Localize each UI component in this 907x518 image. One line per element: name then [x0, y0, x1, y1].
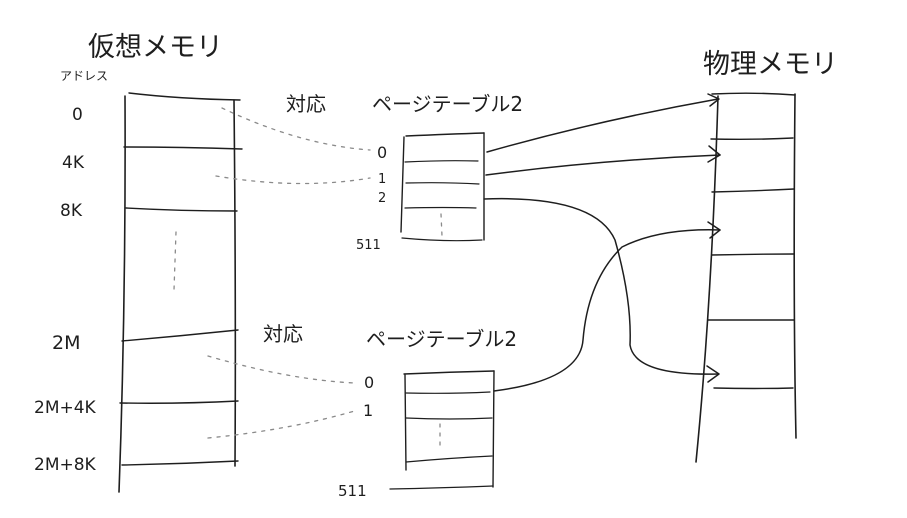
physical-memory-column: [695, 92, 797, 463]
table2-row-2: [405, 455, 493, 463]
table2-right: [492, 370, 495, 488]
link-page0-to-table1-entry0: [221, 107, 371, 151]
frame-line: [710, 137, 794, 141]
address-label: 2M+8K: [34, 455, 97, 475]
arrowhead: [707, 221, 721, 239]
address-label: 2M: [52, 332, 80, 354]
virtual-right-border: [233, 99, 237, 467]
arrowhead: [706, 365, 720, 383]
page-line-2m8k: [121, 460, 239, 466]
address-label: 8K: [60, 201, 83, 221]
correspondence-label-1: 対応: [286, 92, 326, 116]
table1-row-0: [404, 160, 479, 163]
correspondence-label-2: 対応: [263, 322, 303, 346]
table2-bottom: [389, 485, 494, 490]
page-line-0: [128, 92, 241, 101]
page-line-4k: [123, 146, 243, 150]
table1-row-1: [405, 182, 480, 185]
table2-left: [404, 374, 407, 471]
arrow-entry2-to-frame: [483, 197, 719, 375]
physical-memory-title: 物理メモリ: [703, 49, 838, 80]
arrowhead: [707, 93, 720, 107]
page-table-2-title: ページテーブル2: [366, 327, 517, 351]
table1-ellipsis: [440, 213, 443, 237]
table2-top: [403, 370, 495, 375]
address-label: 2M+4K: [34, 398, 97, 418]
table1-left: [400, 136, 405, 233]
frame-line: [711, 253, 795, 256]
frame-line: [711, 92, 796, 96]
arrowhead: [707, 145, 721, 163]
arrow-table2-entry0-to-frame: [493, 229, 721, 392]
table1-index: 1: [378, 172, 386, 187]
table2-index: 0: [364, 373, 374, 392]
address-label: 0: [72, 105, 83, 125]
correspondence-links: [207, 107, 371, 439]
virtual-left-border: [118, 95, 126, 493]
page-line-8k: [125, 207, 238, 212]
virtual-memory-column: [118, 92, 243, 493]
page-table-1: [400, 132, 485, 242]
link-page1-to-table1-entry1: [215, 175, 371, 185]
table1-index: 2: [378, 191, 386, 206]
table2-index: 1: [363, 401, 373, 420]
address-label: 4K: [62, 153, 85, 173]
link-page2m4k-to-table2-entry1: [207, 409, 359, 439]
address-header: アドレス: [60, 69, 108, 83]
table1-row-2: [404, 206, 477, 209]
table1-index: 511: [356, 238, 381, 253]
table1-top: [405, 132, 485, 137]
table1-index: 0: [377, 143, 387, 162]
mapping-arrows: [483, 93, 721, 392]
link-page2m-to-table2-entry0: [207, 355, 356, 384]
frame-line: [713, 387, 794, 390]
table2-row-1: [405, 417, 493, 420]
table1-bottom: [401, 237, 483, 242]
page-table-1-title: ページテーブル2: [372, 92, 523, 116]
arrow-entry0-to-frame: [486, 98, 719, 153]
arrow-entry1-to-frame: [485, 154, 721, 176]
physical-left-border: [695, 95, 719, 463]
page-table-2: [389, 370, 495, 490]
table2-row-0: [405, 391, 491, 394]
physical-right-border: [793, 93, 797, 439]
frame-line: [711, 188, 795, 193]
table2-index: 511: [338, 482, 367, 500]
page-line-2m4k: [119, 400, 239, 404]
virtual-memory-title: 仮想メモリ: [88, 32, 223, 63]
virtual-ellipsis: [173, 231, 177, 291]
page-line-2m: [121, 329, 239, 342]
address-labels: 0 4K 8K 2M 2M+4K 2M+8K: [34, 105, 97, 475]
